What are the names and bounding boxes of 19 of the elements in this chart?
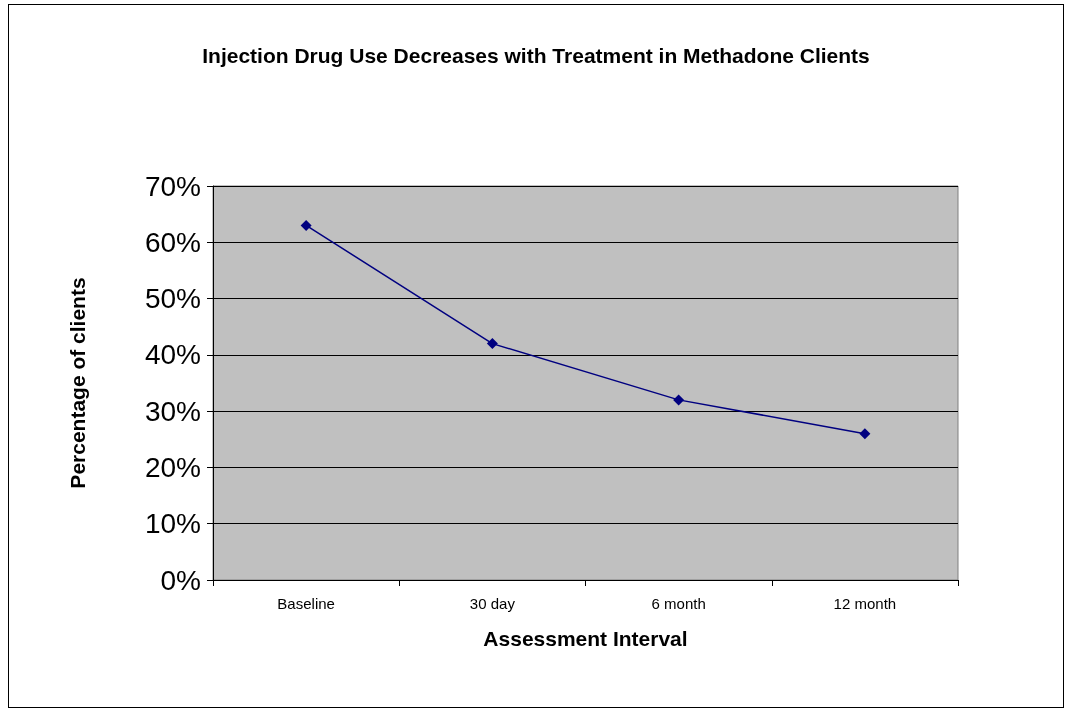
y-tick-label: 30% [144,395,201,427]
x-tick-label: 6 month [651,595,706,612]
y-tick-label: 60% [144,226,201,258]
y-tick-label: 70% [144,170,201,202]
point [673,394,685,406]
x-tick-label: 12 month [833,595,897,612]
chart-title: Injection Drug Use Decreases with Treatment in Methadone Clients [202,44,870,67]
point [300,219,312,231]
y-tick-label: 40% [144,339,201,371]
y-axis-title: Percentage of clients [66,277,89,489]
y-tick-label: 10% [144,508,201,540]
y-tick-label: 0% [160,564,201,596]
x-axis-title: Assessment Interval [483,627,688,650]
y-tick-label: 50% [144,283,201,315]
x-tick-label: 30 day [469,595,516,612]
x-tick-label: Baseline [277,595,335,612]
y-tick-label: 20% [144,451,201,483]
point [486,338,498,350]
point [859,428,871,440]
